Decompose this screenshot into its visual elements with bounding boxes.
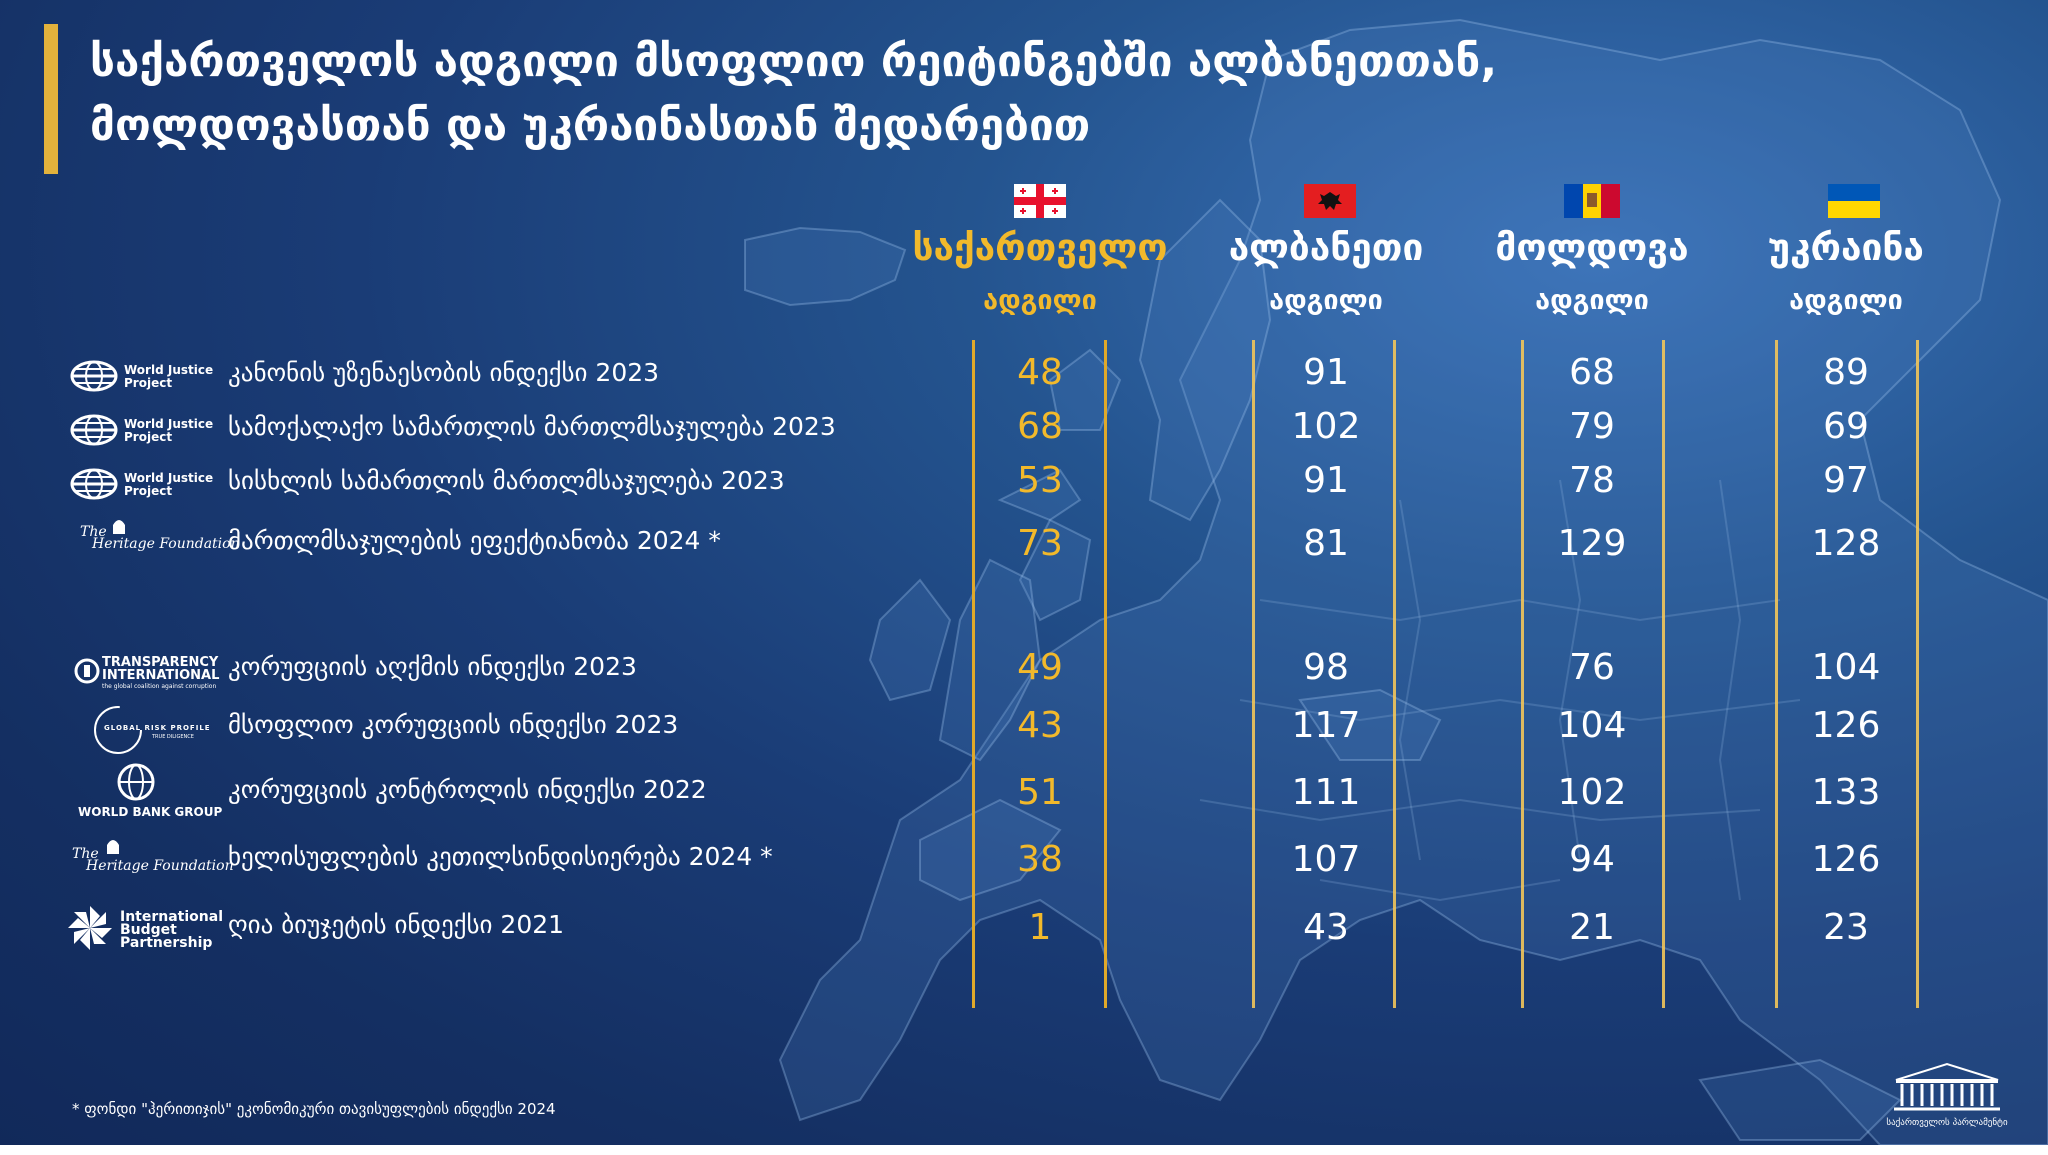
albania-flag-icon [1304,184,1356,218]
row-label-judicial-effectiveness: მართლმსაჯულების ეფექტიანობა 2024 * [228,526,721,555]
rank-cell-ukraine: 133 [1811,772,1881,813]
rank-cell-moldova: 129 [1557,523,1627,564]
rank-cell-moldova: 102 [1557,772,1627,813]
row-label-control-of-corruption: კორუფციის კონტროლის ინდექსი 2022 [228,775,707,804]
rank-cell-albania: 91 [1303,352,1349,393]
circle-ring-icon [94,706,142,754]
ti-emblem-icon [74,658,100,684]
rank-cell-georgia: 73 [1017,523,1063,564]
rank-cell-ukraine: 126 [1811,705,1881,746]
rank-cell-ukraine: 128 [1811,523,1881,564]
rank-cell-moldova: 21 [1569,907,1615,948]
rank-cell-georgia: 48 [1017,352,1063,393]
rank-cell-moldova: 78 [1569,460,1615,501]
rank-cell-georgia: 43 [1017,705,1063,746]
liberty-bell-icon [107,840,119,854]
column-header-ukraine: უკრაინა [1768,226,1924,269]
rank-cell-ukraine: 104 [1811,647,1881,688]
parliament-building-icon [1894,1062,2000,1111]
rank-cell-moldova: 76 [1569,647,1615,688]
row-label-government-integrity: ხელისუფლების კეთილსინდისიერება 2024 * [228,842,773,871]
row-label-civil-justice: სამოქალაქო სამართლის მართლმსაჯულება 2023 [228,412,836,441]
ukraine-column-left-line [1775,340,1778,1008]
row-label-open-budget: ღია ბიუჯეტის ინდექსი 2021 [228,910,565,939]
rank-cell-georgia: 38 [1017,839,1063,880]
rank-cell-albania: 107 [1291,839,1361,880]
column-sub-albania: ადგილი [1269,285,1383,316]
column-header-georgia: საქართველო [912,226,1168,269]
moldova-column-right-line [1662,340,1665,1008]
pinwheel-icon [68,906,112,950]
row-label-rule-of-law: კანონის უზენაესობის ინდექსი 2023 [228,358,660,387]
rank-cell-moldova: 94 [1569,839,1615,880]
rank-cell-albania: 102 [1291,406,1361,447]
georgia-column-right-line [1104,340,1107,1008]
moldova-column-left-line [1521,340,1524,1008]
rank-cell-moldova: 104 [1557,705,1627,746]
georgia-column-left-line [972,340,975,1008]
row-label-global-corruption: მსოფლიო კორუფციის ინდექსი 2023 [228,710,679,739]
albania-column-right-line [1393,340,1396,1008]
moldova-flag-icon [1564,184,1620,218]
rank-cell-albania: 117 [1291,705,1361,746]
rank-cell-albania: 91 [1303,460,1349,501]
rank-cell-moldova: 68 [1569,352,1615,393]
rank-cell-moldova: 79 [1569,406,1615,447]
albania-column-left-line [1252,340,1255,1008]
page-title-line-1: საქართველოს ადგილი მსოფლიო რეიტინგებში ა… [90,36,1498,87]
column-header-albania: ალბანეთი [1228,226,1424,269]
column-sub-georgia: ადგილი [983,285,1097,316]
parliament-of-georgia-logo: საქართველოს პარლამენტი [1872,1060,2022,1130]
ukraine-column-right-line [1916,340,1919,1008]
rank-cell-ukraine: 126 [1811,839,1881,880]
rank-cell-ukraine: 23 [1823,907,1869,948]
rank-cell-ukraine: 89 [1823,352,1869,393]
liberty-bell-icon [113,520,125,534]
rank-cell-albania: 98 [1303,647,1349,688]
rank-cell-ukraine: 69 [1823,406,1869,447]
title-accent-bar [44,24,58,174]
row-label-corruption-perception: კორუფციის აღქმის ინდექსი 2023 [228,652,637,681]
bottom-white-strip [0,1145,2048,1155]
rank-cell-ukraine: 97 [1823,460,1869,501]
world-bank-globe-icon [117,763,155,801]
globe-icon [70,360,118,392]
footnote: * ფონდი "ჰერითიჯის" ეკონომიკური თავისუფლ… [72,1100,556,1118]
rank-cell-georgia: 53 [1017,460,1063,501]
globe-icon [70,414,118,446]
row-label-criminal-justice: სისხლის სამართლის მართლმსაჯულება 2023 [228,466,785,495]
page-title-line-2: მოლდოვასთან და უკრაინასთან შედარებით [90,100,1091,151]
column-sub-moldova: ადგილი [1535,285,1649,316]
column-sub-ukraine: ადგილი [1789,285,1903,316]
rank-cell-albania: 43 [1303,907,1349,948]
rank-cell-georgia: 51 [1017,772,1063,813]
georgia-flag-icon [1014,184,1066,218]
globe-icon [70,468,118,500]
rank-cell-georgia: 1 [1028,907,1052,948]
rank-cell-georgia: 68 [1017,406,1063,447]
rank-cell-albania: 111 [1291,772,1361,813]
ukraine-flag-icon [1828,184,1880,218]
rank-cell-albania: 81 [1303,523,1349,564]
rank-cell-georgia: 49 [1017,647,1063,688]
column-header-moldova: მოლდოვა [1495,226,1689,269]
